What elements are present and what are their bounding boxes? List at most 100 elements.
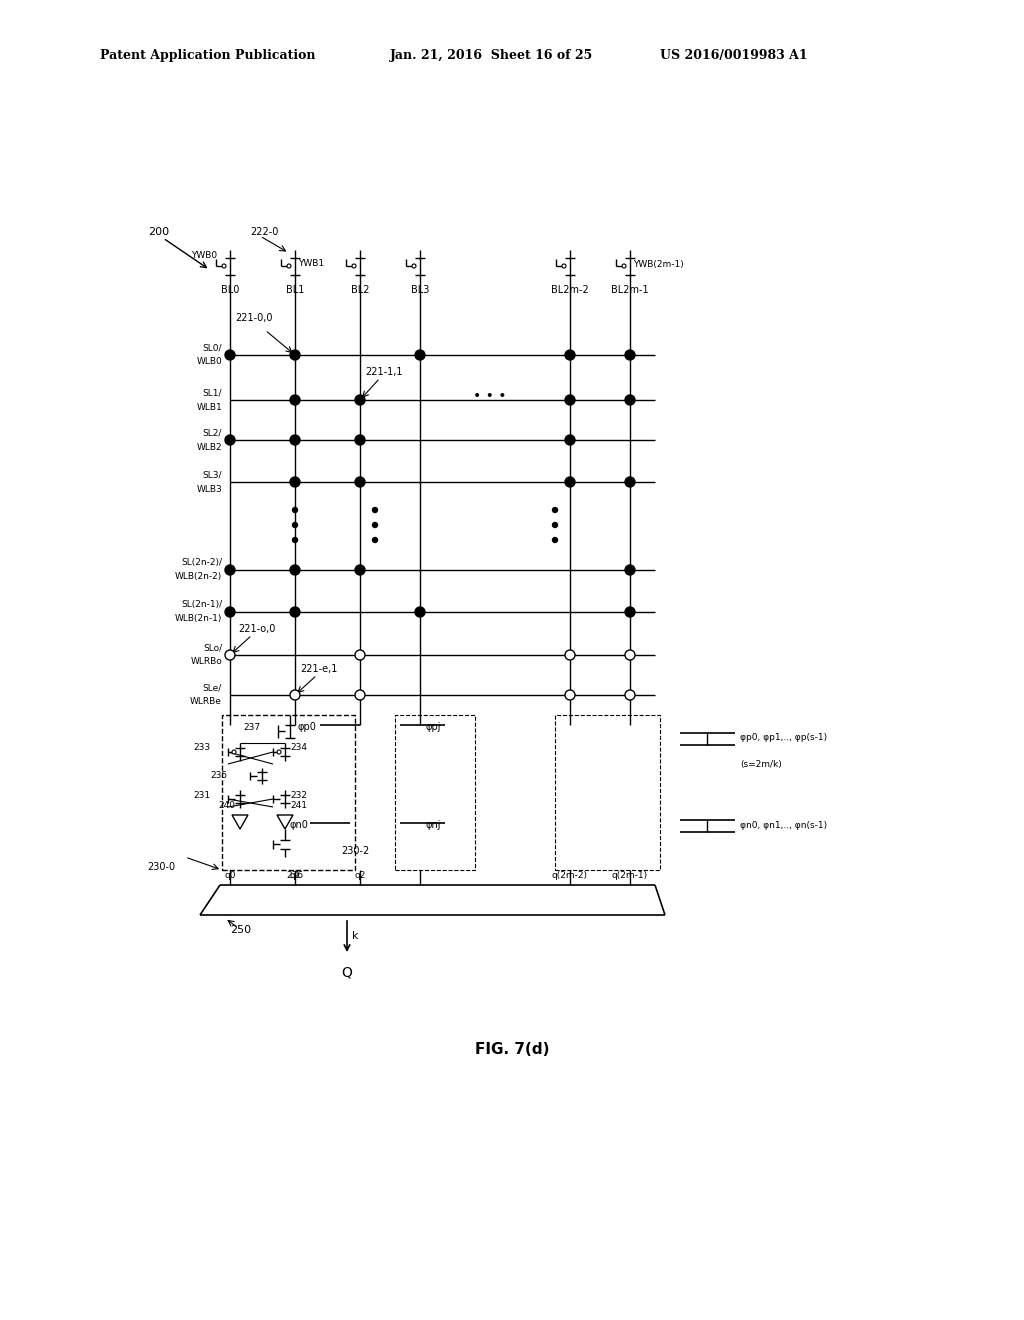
Circle shape [225,350,234,360]
Text: WLB0: WLB0 [197,358,222,367]
Text: WLB(2n-2): WLB(2n-2) [175,573,222,582]
Circle shape [622,264,626,268]
Text: φn0, φn1,.., φn(s-1): φn0, φn1,.., φn(s-1) [740,821,827,830]
Circle shape [225,436,234,445]
Text: • • •: • • • [473,389,507,403]
Circle shape [225,649,234,660]
Circle shape [553,507,557,512]
Circle shape [373,537,378,543]
Circle shape [565,690,575,700]
Text: 221-e,1: 221-e,1 [300,664,337,675]
Text: BL2m-1: BL2m-1 [611,285,649,294]
Text: BL2m-2: BL2m-2 [551,285,589,294]
Text: φpj: φpj [425,722,440,733]
Circle shape [625,565,635,576]
Text: 250: 250 [230,925,251,935]
Circle shape [355,436,365,445]
Circle shape [565,350,575,360]
Text: 241: 241 [290,800,307,809]
Text: φp0, φp1,.., φp(s-1): φp0, φp1,.., φp(s-1) [740,733,827,742]
Circle shape [625,477,635,487]
Circle shape [278,750,281,754]
Text: 221-1,1: 221-1,1 [365,367,402,378]
Circle shape [565,477,575,487]
Circle shape [290,690,300,700]
Circle shape [625,607,635,616]
Text: BL0: BL0 [221,285,240,294]
Text: 232: 232 [290,791,307,800]
Circle shape [293,523,298,528]
Text: 235: 235 [210,771,227,780]
Text: BL1: BL1 [286,285,304,294]
Circle shape [565,436,575,445]
Circle shape [222,264,226,268]
Circle shape [565,395,575,405]
Text: YWB1: YWB1 [298,260,325,268]
Text: 233: 233 [193,743,210,752]
Bar [395,715,475,870]
Circle shape [290,350,300,360]
Circle shape [373,507,378,512]
Circle shape [290,607,300,616]
Text: YWB(2m-1): YWB(2m-1) [633,260,684,268]
Text: (s=2m/k): (s=2m/k) [740,760,781,770]
Text: SL2/: SL2/ [203,429,222,437]
Text: q2: q2 [354,870,366,879]
Circle shape [355,690,365,700]
Text: SLo/: SLo/ [203,644,222,652]
Text: US 2016/0019983 A1: US 2016/0019983 A1 [660,49,808,62]
Text: 234: 234 [290,743,307,752]
Circle shape [293,537,298,543]
Text: YWB0: YWB0 [190,251,217,260]
Text: 236: 236 [287,870,303,879]
Circle shape [290,436,300,445]
Circle shape [553,537,557,543]
Circle shape [290,565,300,576]
Text: k: k [352,931,358,941]
Circle shape [355,477,365,487]
Circle shape [355,395,365,405]
Text: 200: 200 [148,227,169,238]
Circle shape [225,565,234,576]
Text: 221-0,0: 221-0,0 [234,313,272,323]
Text: SL(2n-2)/: SL(2n-2)/ [181,558,222,568]
Circle shape [565,649,575,660]
Text: Q: Q [342,965,352,979]
Circle shape [415,607,425,616]
Text: WLRBe: WLRBe [190,697,222,706]
Text: SL(2n-1)/: SL(2n-1)/ [181,601,222,610]
Circle shape [412,264,416,268]
Text: 222-0: 222-0 [250,227,279,238]
Circle shape [293,507,298,512]
Text: WLB(2n-1): WLB(2n-1) [175,615,222,623]
Text: WLB3: WLB3 [197,484,222,494]
Text: q(2m-1): q(2m-1) [612,870,648,879]
Text: q(2m-2): q(2m-2) [552,870,588,879]
Text: φn0: φn0 [290,820,309,830]
Circle shape [625,690,635,700]
Circle shape [225,607,234,616]
Text: 221-o,0: 221-o,0 [238,624,275,634]
Text: φp0: φp0 [298,722,316,733]
Text: SLe/: SLe/ [203,684,222,693]
Text: q0: q0 [224,870,236,879]
Text: FIG. 7(d): FIG. 7(d) [475,1043,549,1057]
Text: φnj: φnj [425,820,440,830]
Circle shape [352,264,356,268]
Text: q1: q1 [289,870,301,879]
Text: 237: 237 [243,722,260,731]
Text: BL3: BL3 [411,285,429,294]
Text: 230-2: 230-2 [341,846,369,855]
Text: Jan. 21, 2016  Sheet 16 of 25: Jan. 21, 2016 Sheet 16 of 25 [390,49,593,62]
Text: 240: 240 [218,800,234,809]
Circle shape [355,649,365,660]
Circle shape [355,565,365,576]
Text: 231: 231 [193,791,210,800]
Text: WLB1: WLB1 [197,403,222,412]
Circle shape [625,395,635,405]
Circle shape [232,750,236,754]
Circle shape [290,395,300,405]
Circle shape [553,523,557,528]
Text: BL2: BL2 [351,285,370,294]
Circle shape [625,350,635,360]
